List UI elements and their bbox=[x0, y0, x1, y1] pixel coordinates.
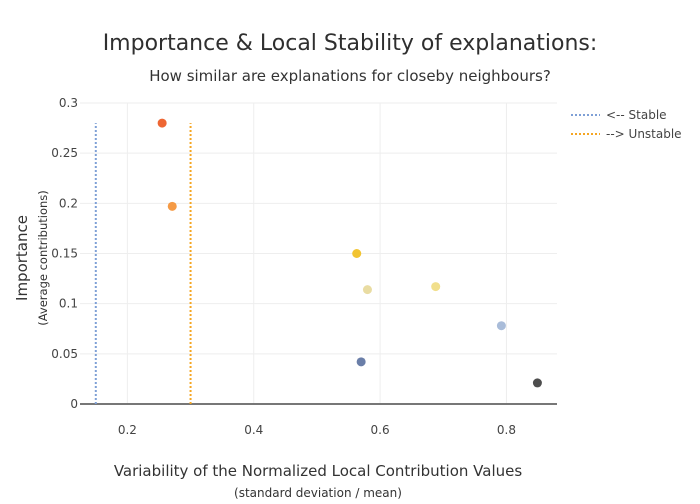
y-tick-label: 0.15 bbox=[51, 247, 78, 261]
x-tick-label: 0.2 bbox=[118, 423, 137, 437]
points-layer bbox=[157, 118, 542, 388]
x-axis-sublabel: (standard deviation / mean) bbox=[234, 486, 402, 500]
y-tick-label: 0.2 bbox=[59, 196, 78, 210]
data-point bbox=[431, 282, 441, 292]
y-axis-label: Importance bbox=[13, 215, 31, 301]
data-point bbox=[356, 357, 366, 367]
x-axis-label: Variability of the Normalized Local Cont… bbox=[114, 462, 523, 480]
data-point bbox=[352, 249, 362, 258]
data-point bbox=[167, 201, 177, 211]
legend-label-stable: <-- Stable bbox=[606, 108, 667, 122]
data-point bbox=[157, 118, 167, 128]
data-point bbox=[496, 321, 506, 331]
reference-lines-layer bbox=[94, 123, 192, 404]
y-tick-label: 0.05 bbox=[51, 347, 78, 361]
data-point bbox=[362, 285, 372, 295]
y-tick-label: 0.1 bbox=[59, 297, 78, 311]
data-point bbox=[532, 378, 542, 388]
y-tick-label: 0 bbox=[70, 397, 78, 411]
y-axis-sublabel: (Average contributions) bbox=[36, 190, 50, 326]
x-tick-label: 0.8 bbox=[497, 423, 516, 437]
x-tick-label: 0.6 bbox=[371, 423, 390, 437]
legend-label-unstable: --> Unstable bbox=[606, 127, 682, 141]
tick-labels-layer: 0 0.05 0.1 0.15 0.2 0.25 0.3 0.2 0.4 0.6 0.8 bbox=[51, 96, 516, 437]
legend: <-- Stable --> Unstable bbox=[571, 108, 682, 141]
y-tick-label: 0.3 bbox=[59, 96, 78, 110]
y-tick-label: 0.25 bbox=[51, 146, 78, 160]
grid-layer bbox=[80, 102, 557, 405]
x-tick-label: 0.4 bbox=[244, 423, 263, 437]
chart-subtitle: How similar are explanations for closeby… bbox=[149, 67, 551, 85]
chart-title: Importance & Local Stability of explanat… bbox=[103, 31, 598, 56]
